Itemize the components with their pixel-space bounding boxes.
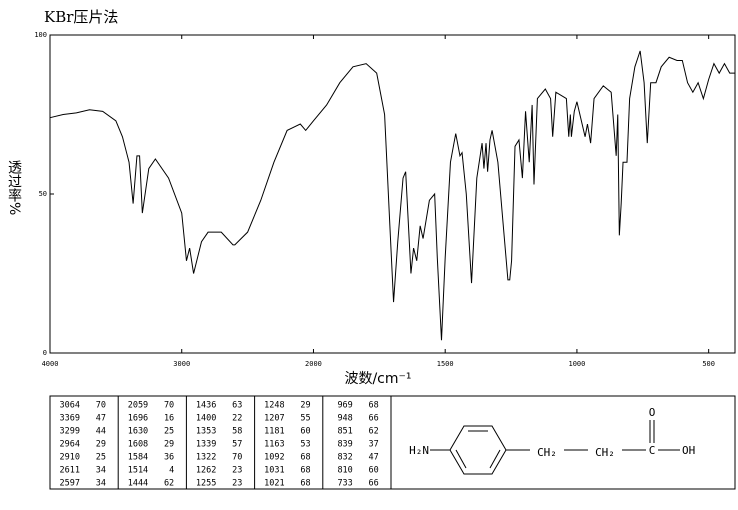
wavenumber-cell: 851 — [337, 427, 352, 437]
wavenumber-cell: 733 — [337, 479, 352, 489]
transmittance-cell: 36 — [164, 453, 174, 463]
benzene-ring — [449, 425, 507, 475]
wavenumber-cell: 1436 — [196, 401, 216, 411]
x-tick-label: 4000 — [42, 360, 59, 368]
ring-double-bond — [489, 449, 501, 469]
wavenumber-cell: 1630 — [128, 427, 148, 437]
wavenumber-cell: 1339 — [196, 440, 216, 450]
transmittance-cell: 63 — [232, 401, 242, 411]
transmittance-cell: 66 — [369, 414, 379, 424]
transmittance-cell: 58 — [232, 427, 242, 437]
transmittance-cell: 60 — [300, 427, 310, 437]
x-axis-label: 波数/cm⁻¹ — [344, 371, 411, 387]
transmittance-cell: 47 — [96, 414, 106, 424]
wavenumber-cell: 2597 — [60, 479, 80, 489]
wavenumber-cell: 1696 — [128, 414, 148, 424]
wavenumber-cell: 1444 — [128, 479, 148, 489]
transmittance-cell: 70 — [232, 453, 242, 463]
transmittance-cell: 68 — [300, 453, 310, 463]
ring-double-bond — [455, 449, 467, 469]
wavenumber-cell: 3369 — [60, 414, 80, 424]
transmittance-cell: 34 — [96, 466, 106, 476]
wavenumber-cell: 1207 — [264, 414, 284, 424]
transmittance-cell: 62 — [164, 479, 174, 489]
transmittance-cell: 29 — [300, 401, 310, 411]
wavenumber-cell: 810 — [337, 466, 352, 476]
transmittance-cell: 53 — [300, 440, 310, 450]
transmittance-cell: 55 — [300, 414, 310, 424]
x-tick-label: 1500 — [437, 360, 454, 368]
wavenumber-cell: 3064 — [60, 401, 80, 411]
transmittance-cell: 29 — [164, 440, 174, 450]
transmittance-cell: 47 — [369, 453, 379, 463]
transmittance-cell: 44 — [96, 427, 106, 437]
wavenumber-cell: 1092 — [264, 453, 284, 463]
wavenumber-cell: 1163 — [264, 440, 284, 450]
y-axis-label: 透过率% — [6, 160, 22, 215]
wavenumber-cell: 2059 — [128, 401, 148, 411]
transmittance-cell: 68 — [300, 466, 310, 476]
wavenumber-cell: 1255 — [196, 479, 216, 489]
wavenumber-cell: 1248 — [264, 401, 284, 411]
x-tick-label: 3000 — [173, 360, 190, 368]
wavenumber-cell: 1181 — [264, 427, 284, 437]
transmittance-cell: 70 — [164, 401, 174, 411]
peak-table: 3064 70 3369 47 3299 44 2964 29 2910 25 2611 34 2597… — [60, 396, 379, 489]
wavenumber-cell: 1031 — [264, 466, 284, 476]
wavenumber-cell: 2611 — [60, 466, 80, 476]
y-tick-label: 0 — [43, 349, 47, 357]
transmittance-cell: 34 — [96, 479, 106, 489]
wavenumber-cell: 1322 — [196, 453, 216, 463]
wavenumber-cell: 1514 — [128, 466, 148, 476]
wavenumber-cell: 1400 — [196, 414, 216, 424]
transmittance-cell: 16 — [164, 414, 174, 424]
amine-label: H₂N — [409, 444, 429, 457]
wavenumber-cell: 1262 — [196, 466, 216, 476]
transmittance-cell: 4 — [169, 466, 174, 476]
x-tick-label: 1000 — [568, 360, 585, 368]
transmittance-cell: 62 — [369, 427, 379, 437]
x-tick-label: 500 — [702, 360, 715, 368]
transmittance-cell: 68 — [369, 401, 379, 411]
wavenumber-cell: 3299 — [60, 427, 80, 437]
wavenumber-cell: 1353 — [196, 427, 216, 437]
x-tick-label: 2000 — [305, 360, 322, 368]
transmittance-cell: 25 — [96, 453, 106, 463]
wavenumber-cell: 1021 — [264, 479, 284, 489]
transmittance-cell: 68 — [300, 479, 310, 489]
carbon-label: C — [649, 444, 656, 457]
y-tick-label: 50 — [39, 190, 47, 198]
chart-title: KBr压片法 — [44, 8, 118, 26]
wavenumber-cell: 839 — [337, 440, 352, 450]
transmittance-cell: 29 — [96, 440, 106, 450]
transmittance-cell: 37 — [369, 440, 379, 450]
methylene-label: CH₂ — [537, 446, 557, 459]
wavenumber-cell: 1584 — [128, 453, 148, 463]
wavenumber-cell: 2910 — [60, 453, 80, 463]
y-tick-label: 100 — [34, 31, 47, 39]
spectrum-line — [49, 50, 735, 341]
transmittance-cell: 60 — [369, 466, 379, 476]
transmittance-cell: 22 — [232, 414, 242, 424]
transmittance-cell: 57 — [232, 440, 242, 450]
wavenumber-cell: 969 — [337, 401, 352, 411]
transmittance-cell: 23 — [232, 466, 242, 476]
oxygen-label: O — [649, 406, 656, 419]
structure — [430, 420, 680, 475]
wavenumber-cell: 832 — [337, 453, 352, 463]
wavenumber-cell: 2964 — [60, 440, 80, 450]
transmittance-cell: 66 — [369, 479, 379, 489]
table-frame — [49, 395, 736, 490]
transmittance-cell: 70 — [96, 401, 106, 411]
transmittance-cell: 23 — [232, 479, 242, 489]
transmittance-cell: 25 — [164, 427, 174, 437]
wavenumber-cell: 948 — [337, 414, 352, 424]
methylene-label: CH₂ — [595, 446, 615, 459]
wavenumber-cell: 1608 — [128, 440, 148, 450]
hydroxyl-label: OH — [682, 444, 695, 457]
